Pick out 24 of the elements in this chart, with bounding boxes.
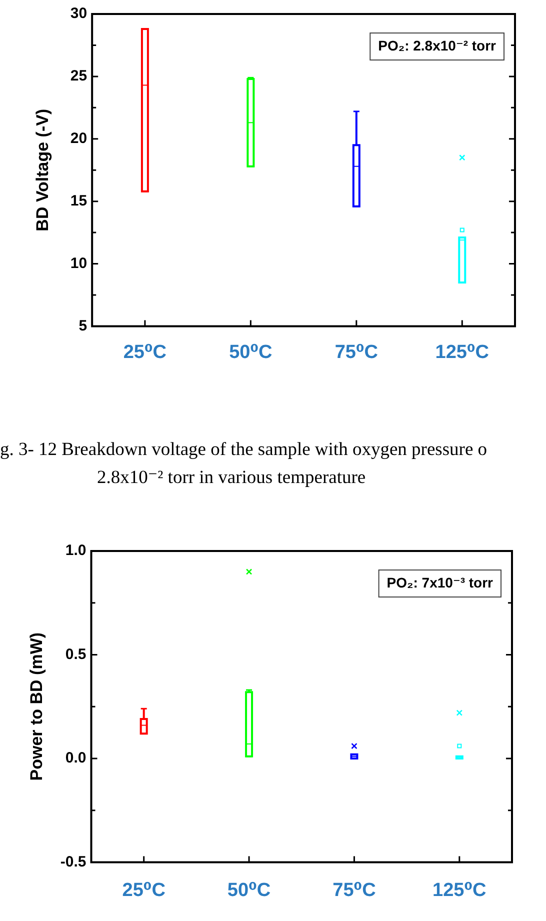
y-tick-label: 5 — [78, 317, 88, 334]
text: 2.8x10⁻² torr in various temperature — [97, 467, 366, 489]
y-axis-title: BD Voltage (-V) — [32, 108, 52, 232]
x-tick-label: 50⁰C — [229, 342, 273, 363]
x-tick-label: 25⁰C — [122, 880, 166, 901]
y-tick-label: 0.0 — [65, 750, 86, 767]
x-tick-label: 75⁰C — [332, 880, 376, 901]
y-tick-label: 1.0 — [65, 542, 86, 560]
annotation: PO₂: 2.8x10⁻² torr — [378, 37, 497, 54]
annotation: PO₂: 7x10⁻³ torr — [386, 574, 494, 590]
x-tick-label: 50⁰C — [227, 880, 271, 901]
x-tick-label: 125⁰C — [432, 880, 487, 901]
y-tick-label: -0.5 — [60, 853, 86, 870]
text: g. 3- 12 Breakdown voltage of the sample with oxygen pressure o — [0, 439, 488, 461]
y-tick-label: 25 — [70, 68, 88, 85]
x-tick-label: 25⁰C — [123, 342, 167, 363]
y-axis-title: Power to BD (mW) — [26, 632, 46, 781]
x-tick-label: 75⁰C — [334, 342, 378, 363]
x-tick-label: 125⁰C — [435, 342, 490, 363]
y-tick-label: 30 — [70, 5, 88, 22]
y-tick-label: 15 — [70, 192, 88, 210]
y-tick-label: 10 — [70, 254, 88, 272]
y-tick-label: 20 — [70, 130, 88, 148]
y-tick-label: 0.5 — [65, 646, 86, 663]
